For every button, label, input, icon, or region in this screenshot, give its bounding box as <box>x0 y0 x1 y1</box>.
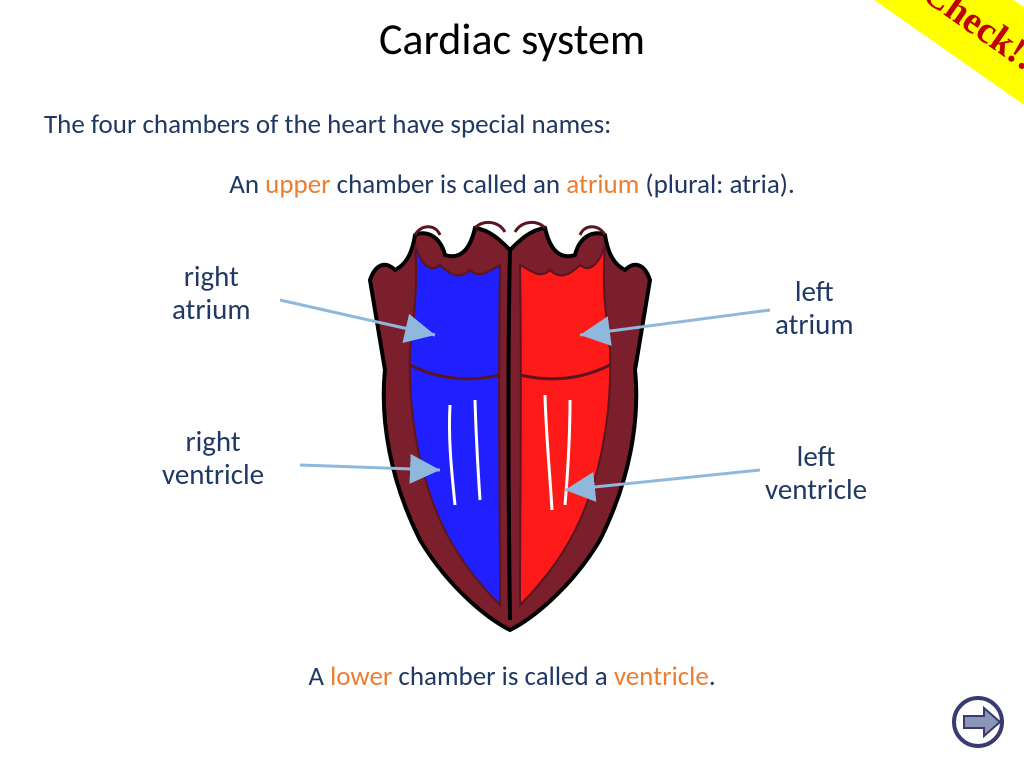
label-left-atrium-l2: atrium <box>775 306 854 342</box>
lower-description: A lower chamber is called a ventricle. <box>0 660 1024 693</box>
label-right-atrium-l2: atrium <box>172 291 251 327</box>
next-arrow-icon <box>950 694 1006 750</box>
label-left-ventricle: left ventricle <box>765 440 867 507</box>
lower-p2: chamber is called a <box>392 660 613 693</box>
lower-p3: . <box>709 660 716 693</box>
page-title: Cardiac system <box>0 12 1024 66</box>
upper-h1: upper <box>265 168 330 201</box>
label-right-atrium: right atrium <box>172 260 251 327</box>
label-right-ventricle-l2: ventricle <box>162 456 264 492</box>
label-left-ventricle-l1: left <box>797 438 836 474</box>
next-button[interactable] <box>950 694 1006 750</box>
upper-p2: chamber is called an <box>331 168 567 201</box>
heart-diagram <box>340 220 680 640</box>
lower-h2: ventricle <box>614 660 709 693</box>
heart-svg <box>340 220 680 640</box>
upper-h2: atrium <box>566 168 639 201</box>
upper-p3: (plural: atria). <box>639 168 794 201</box>
label-left-ventricle-l2: ventricle <box>765 471 867 507</box>
label-right-atrium-l1: right <box>184 258 239 294</box>
lower-h1: lower <box>330 660 392 693</box>
upper-p1: An <box>229 168 265 201</box>
upper-description: An upper chamber is called an atrium (pl… <box>0 168 1024 201</box>
label-left-atrium-l1: left <box>795 273 834 309</box>
label-left-atrium: left atrium <box>775 275 854 342</box>
subtitle-text: The four chambers of the heart have spec… <box>44 108 611 141</box>
lower-p1: A <box>308 660 330 693</box>
label-right-ventricle-l1: right <box>185 423 240 459</box>
label-right-ventricle: right ventricle <box>162 425 264 492</box>
